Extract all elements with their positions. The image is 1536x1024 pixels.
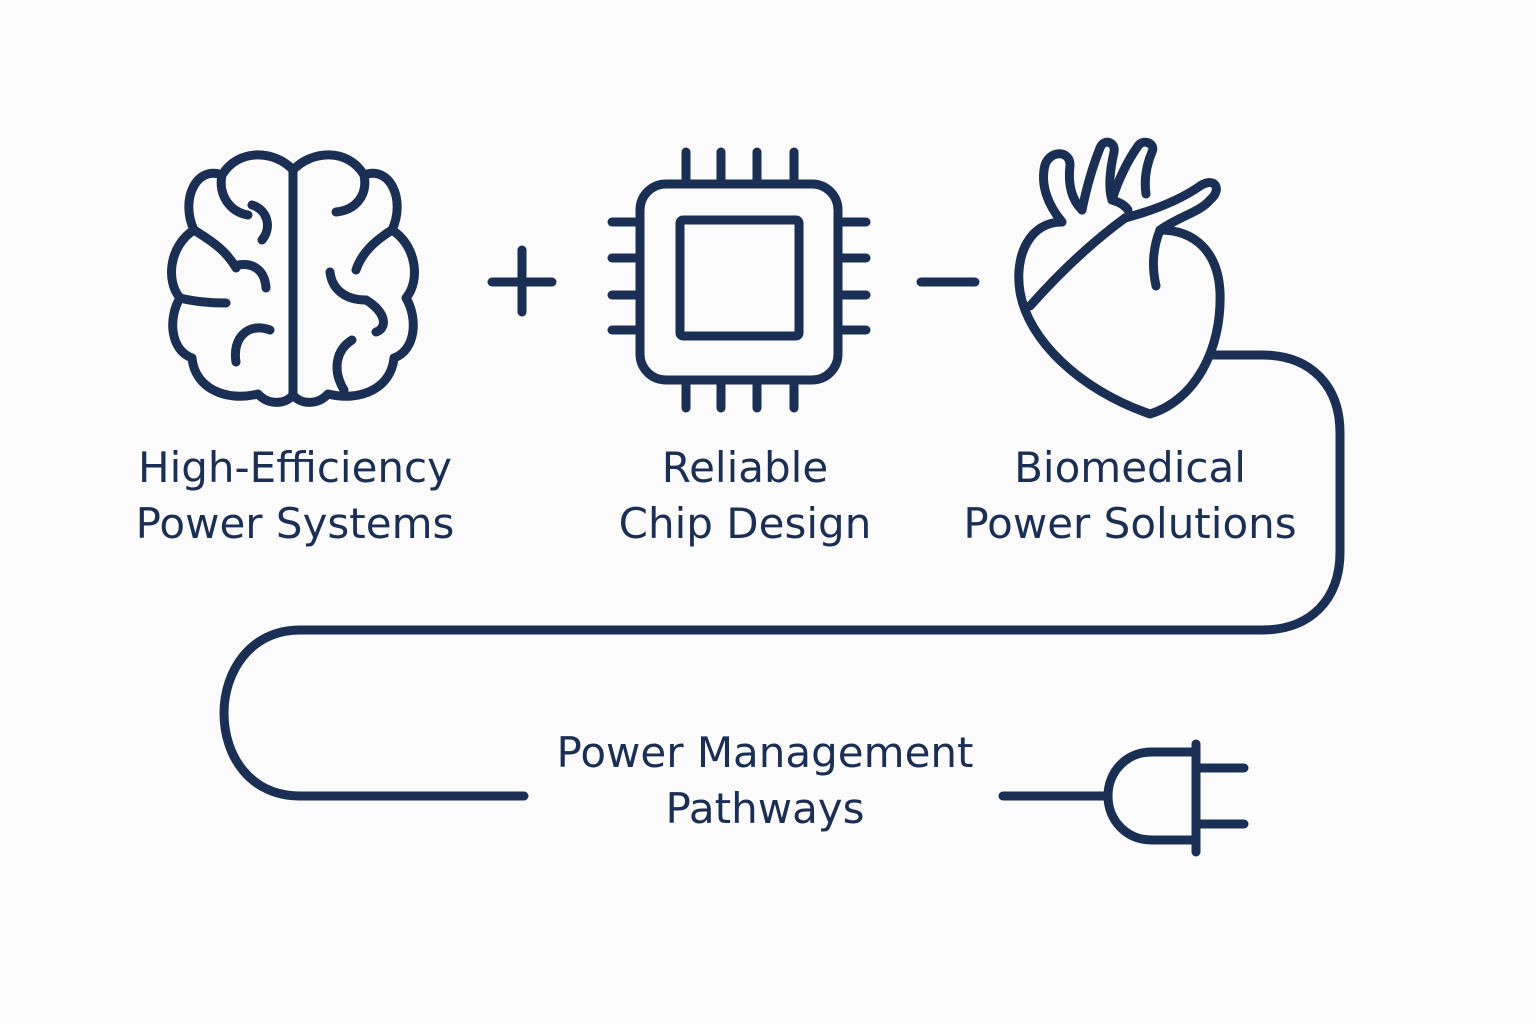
chip-icon: [607, 147, 871, 413]
pathway-cable: [219, 350, 1345, 801]
brain-label-line-1: High-Efficiency: [138, 443, 452, 492]
brain-label-line-2: Power Systems: [135, 499, 455, 548]
chip-label-line-1: Reliable: [661, 443, 829, 492]
heart-label-line-1: Biomedical: [1014, 443, 1246, 492]
pathway-label-line-1: Power Management: [556, 728, 974, 777]
chip-label-line-2: Chip Design: [618, 499, 872, 548]
brain-node-label: High-Efficiency Power Systems: [100, 440, 490, 552]
pathway-label: Power Management Pathways: [520, 725, 1010, 837]
heart-icon: [1014, 137, 1225, 419]
heart-node-label: Biomedical Power Solutions: [925, 440, 1335, 552]
heart-label-line-2: Power Solutions: [963, 499, 1297, 548]
plus-icon: [487, 245, 557, 317]
power-plug-icon: [1103, 739, 1249, 857]
brain-icon: [167, 150, 419, 407]
pathway-label-line-2: Pathways: [665, 784, 865, 833]
chip-node-label: Reliable Chip Design: [560, 440, 930, 552]
